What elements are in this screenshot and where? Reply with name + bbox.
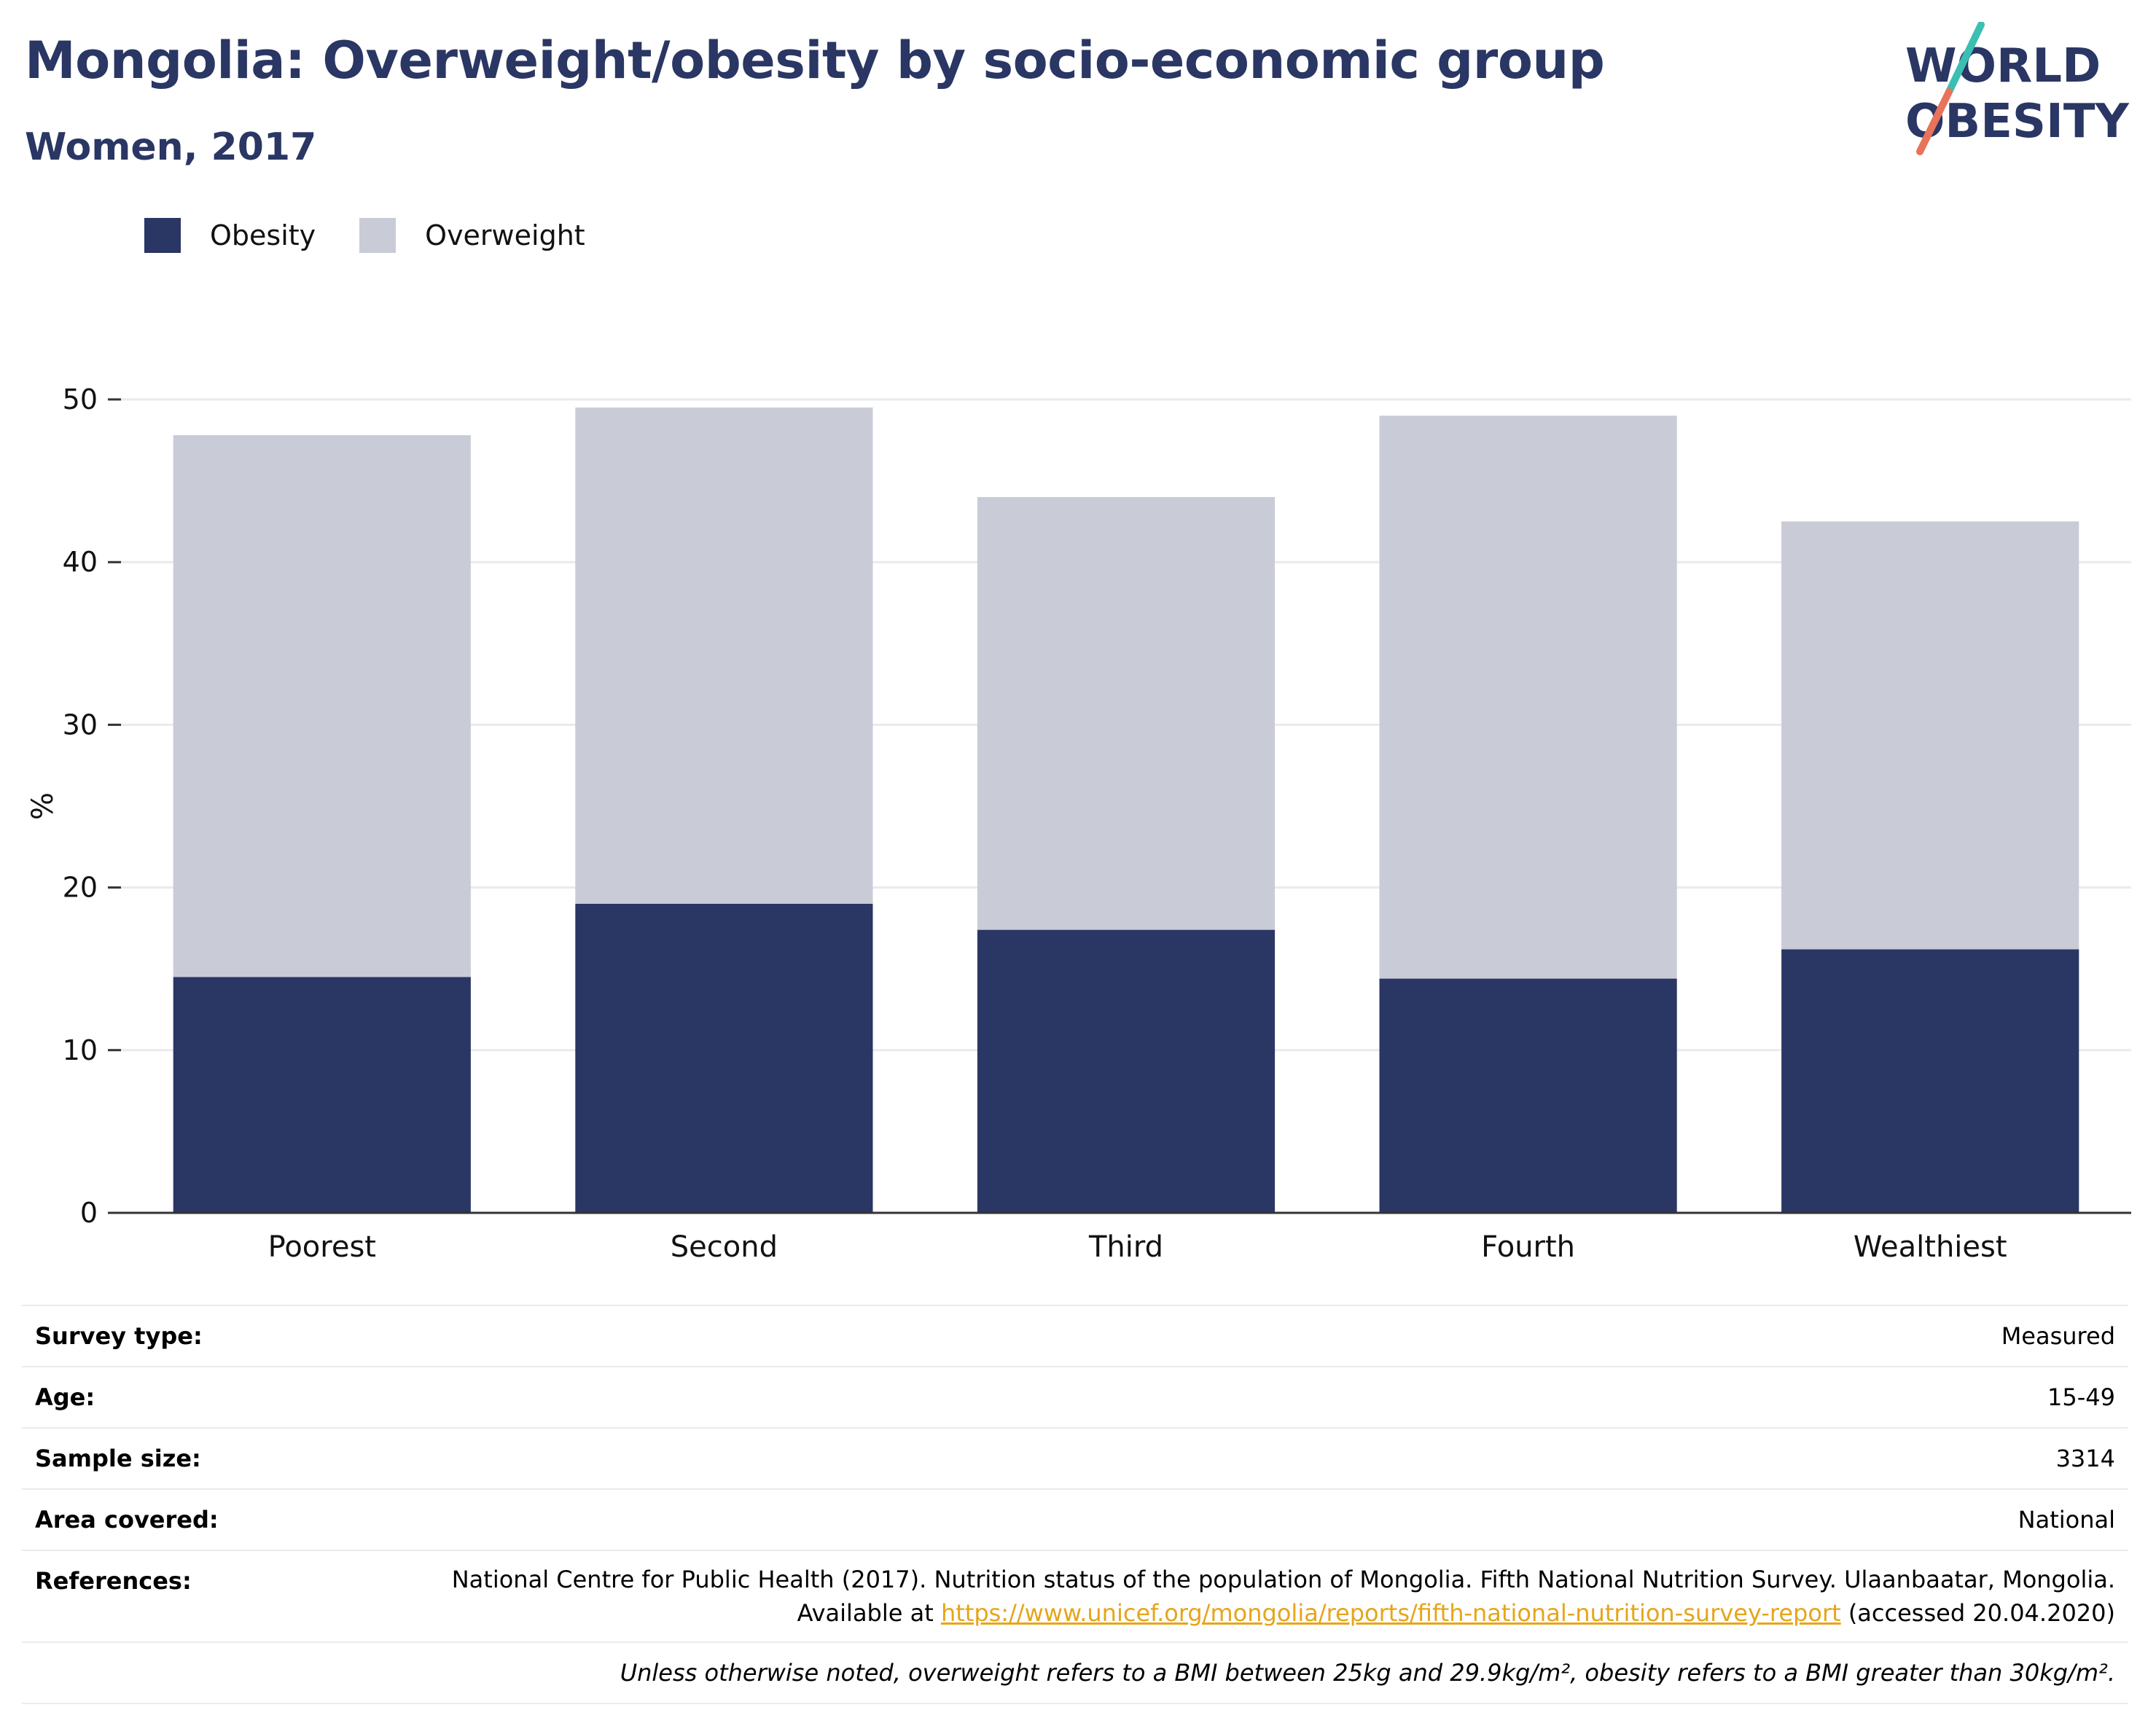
y-tick-label: 10 — [63, 1034, 98, 1066]
bar-chart: 0 10 20 30 40 50% Poorest Second Third Fourth Weal… — [26, 383, 2131, 1264]
bar-obesity-second — [575, 903, 873, 1213]
legend-item-overweight[interactable]: Overweight — [359, 218, 585, 253]
meta-value-sample-size: 3314 — [340, 1427, 2128, 1489]
metadata-table: Survey type: Measured Age: 15-49 Sample … — [22, 1305, 2128, 1704]
y-tick-label: 50 — [63, 383, 98, 415]
meta-value-age: 15-49 — [340, 1366, 2128, 1428]
bar-overweight-wealthiest — [1781, 521, 2079, 950]
x-tick-label: Fourth — [1481, 1230, 1575, 1264]
legend-label-obesity: Obesity — [210, 219, 316, 251]
meta-label-area-covered: Area covered: — [22, 1488, 340, 1550]
meta-label-references: References: — [22, 1550, 340, 1642]
x-tick-label: Second — [671, 1230, 778, 1264]
y-tick-label: 40 — [63, 546, 98, 578]
y-tick-label: 0 — [80, 1197, 98, 1229]
logo-word-obesity: OBESITY — [1905, 95, 2129, 149]
bar-overweight-poorest — [173, 435, 471, 977]
meta-row-age: Age: 15-49 — [22, 1366, 2128, 1428]
legend-item-obesity[interactable]: Obesity — [144, 218, 316, 253]
meta-label-survey-type: Survey type: — [22, 1305, 340, 1367]
meta-row-note: Unless otherwise noted, overweight refer… — [22, 1641, 2128, 1704]
chart-subtitle: Women, 2017 — [25, 125, 317, 169]
meta-row-sample-size: Sample size: 3314 — [22, 1427, 2128, 1489]
references-text-before: National Centre for Public Health (2017)… — [451, 1566, 2115, 1627]
logo-word-world: WORLD — [1905, 39, 2101, 93]
meta-label-age: Age: — [22, 1366, 340, 1428]
bar-overweight-third — [977, 496, 1276, 930]
meta-value-references: National Centre for Public Health (2017)… — [340, 1550, 2128, 1642]
bar-overweight-fourth — [1379, 415, 1677, 979]
chart-title: Mongolia: Overweight/obesity by socio-ec… — [25, 31, 1605, 90]
world-obesity-logo: WORLD OBESITY — [1905, 22, 2129, 155]
logo-slash-bottom — [1916, 88, 1953, 155]
y-tick-label: 30 — [63, 708, 98, 741]
bar-obesity-poorest — [173, 977, 471, 1213]
legend-swatch-overweight — [359, 218, 397, 253]
bar-obesity-fourth — [1379, 978, 1677, 1213]
logo-slash-top — [1945, 22, 1985, 95]
meta-row-survey-type: Survey type: Measured — [22, 1305, 2128, 1367]
x-tick-label: Third — [1088, 1230, 1163, 1264]
meta-value-area-covered: National — [340, 1488, 2128, 1550]
y-axis-label: % — [26, 792, 60, 820]
meta-value-survey-type: Measured — [340, 1305, 2128, 1367]
bar-overweight-second — [575, 407, 873, 904]
references-link[interactable]: https://www.unicef.org/mongolia/reports/… — [940, 1599, 1841, 1627]
x-tick-label: Wealthiest — [1854, 1230, 2007, 1264]
legend-label-overweight: Overweight — [425, 219, 585, 251]
references-text-after: (accessed 20.04.2020) — [1840, 1599, 2115, 1627]
meta-row-area-covered: Area covered: National — [22, 1488, 2128, 1550]
meta-row-references: References: National Centre for Public H… — [22, 1550, 2128, 1642]
x-tick-label: Poorest — [268, 1230, 376, 1264]
definition-note: Unless otherwise noted, overweight refer… — [22, 1641, 2128, 1704]
y-tick-label: 20 — [63, 872, 98, 904]
legend: Obesity Overweight — [144, 217, 629, 254]
bar-obesity-third — [977, 929, 1276, 1213]
meta-label-sample-size: Sample size: — [22, 1427, 340, 1489]
legend-swatch-obesity — [144, 218, 181, 253]
bar-obesity-wealthiest — [1781, 949, 2079, 1213]
